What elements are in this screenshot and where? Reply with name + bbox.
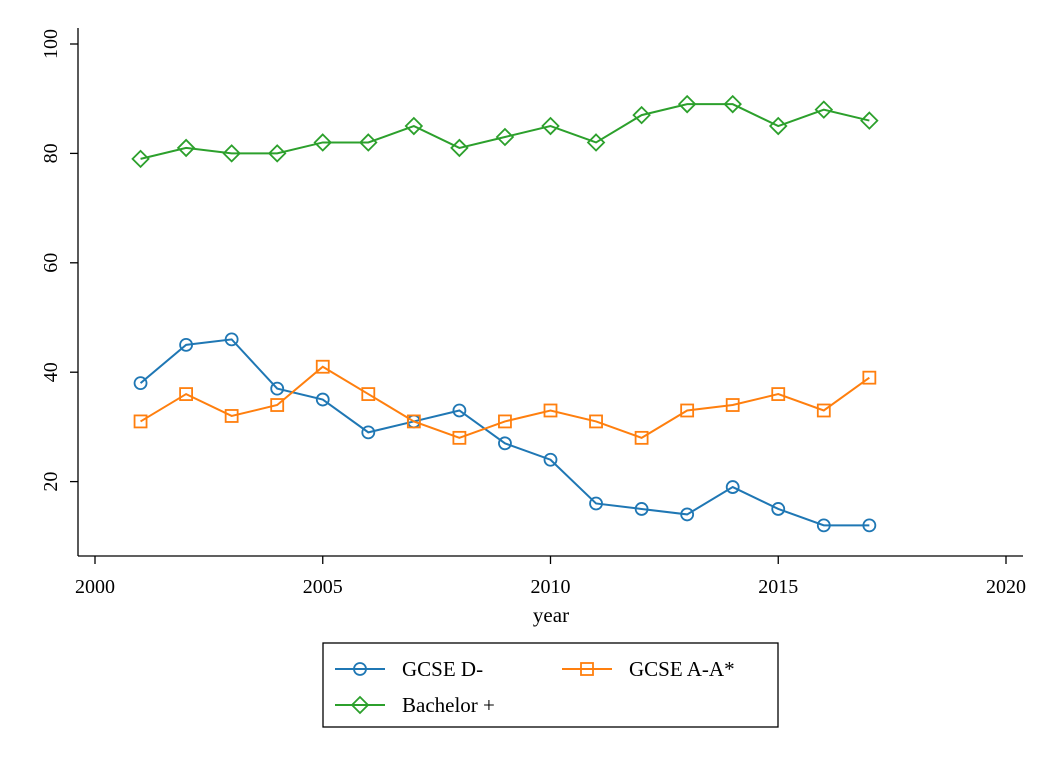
series-bachelor [131, 94, 879, 169]
data-point [586, 133, 606, 152]
y-tick-label: 100 [40, 29, 62, 59]
data-point [270, 398, 285, 412]
data-point [222, 144, 241, 163]
data-point [267, 144, 287, 163]
data-point [634, 430, 649, 445]
data-point [270, 381, 285, 396]
x-tick-label: 2005 [303, 576, 343, 598]
x-ticks: 2000 2005 2010 2015 2020 [75, 556, 1026, 598]
data-point [725, 398, 740, 412]
y-tick-label: 40 [40, 362, 62, 382]
series-gcse-a-a [133, 359, 877, 445]
x-tick-label: 2020 [986, 576, 1026, 598]
x-axis-title: year [533, 603, 569, 627]
y-tick-label: 20 [40, 472, 62, 492]
data-point [406, 414, 421, 429]
data-point [359, 133, 378, 152]
data-point [768, 116, 788, 136]
legend-marker [350, 695, 370, 715]
data-point [313, 133, 333, 152]
legend-marker [353, 662, 367, 676]
legend-marker [580, 662, 594, 676]
data-point [541, 116, 560, 136]
y-tick-label: 60 [40, 253, 62, 273]
data-point [543, 403, 558, 418]
data-point [452, 403, 467, 418]
legend-item: GCSE A-A* [562, 657, 735, 681]
data-point [133, 414, 148, 429]
data-point [224, 409, 239, 423]
data-point [634, 502, 649, 516]
data-point [771, 502, 786, 516]
data-point [176, 138, 196, 158]
legend-label: GCSE A-A* [629, 657, 735, 681]
data-point [862, 518, 877, 533]
data-point [450, 138, 469, 158]
data-point [133, 376, 148, 391]
series-line [139, 338, 870, 527]
data-point [495, 127, 515, 147]
legend-label: GCSE D- [402, 657, 483, 681]
axes [77, 28, 1023, 557]
data-point [498, 436, 512, 451]
data-point [452, 430, 467, 445]
data-point [131, 149, 150, 169]
data-point [816, 518, 831, 533]
data-point [860, 111, 879, 130]
data-point [680, 403, 695, 418]
legend-label: Bachelor + [402, 693, 495, 717]
legend-box [322, 642, 779, 728]
legend-item: GCSE D- [335, 657, 483, 681]
data-point [725, 480, 740, 494]
x-tick-label: 2000 [75, 576, 115, 598]
data-point [589, 496, 603, 511]
data-point [771, 387, 786, 401]
data-point [680, 507, 695, 522]
series-gcse-d [133, 332, 877, 533]
data-point [632, 105, 651, 125]
data-point [179, 387, 194, 401]
data-point [589, 414, 603, 429]
plot-area [131, 94, 879, 533]
data-point [315, 392, 330, 407]
legend-item: Bachelor + [335, 693, 495, 717]
series-line [140, 103, 870, 160]
y-tick-label: 80 [40, 143, 62, 163]
data-point [315, 359, 330, 374]
data-point [814, 100, 834, 119]
data-point [361, 387, 376, 401]
x-tick-label: 2010 [531, 576, 571, 598]
data-point [404, 116, 424, 136]
data-point [723, 94, 742, 114]
data-point [361, 425, 376, 440]
data-point [498, 414, 512, 429]
x-tick-label: 2015 [758, 576, 798, 598]
y-ticks: 20 40 60 80 100 [40, 29, 78, 492]
legend: GCSE D- GCSE A-A* Bachelor + [322, 642, 779, 728]
data-point [862, 370, 877, 385]
data-point [677, 94, 697, 114]
data-point [816, 403, 831, 418]
data-point [224, 332, 239, 347]
data-point [543, 452, 558, 467]
series-line [140, 365, 870, 439]
data-point [179, 337, 194, 352]
